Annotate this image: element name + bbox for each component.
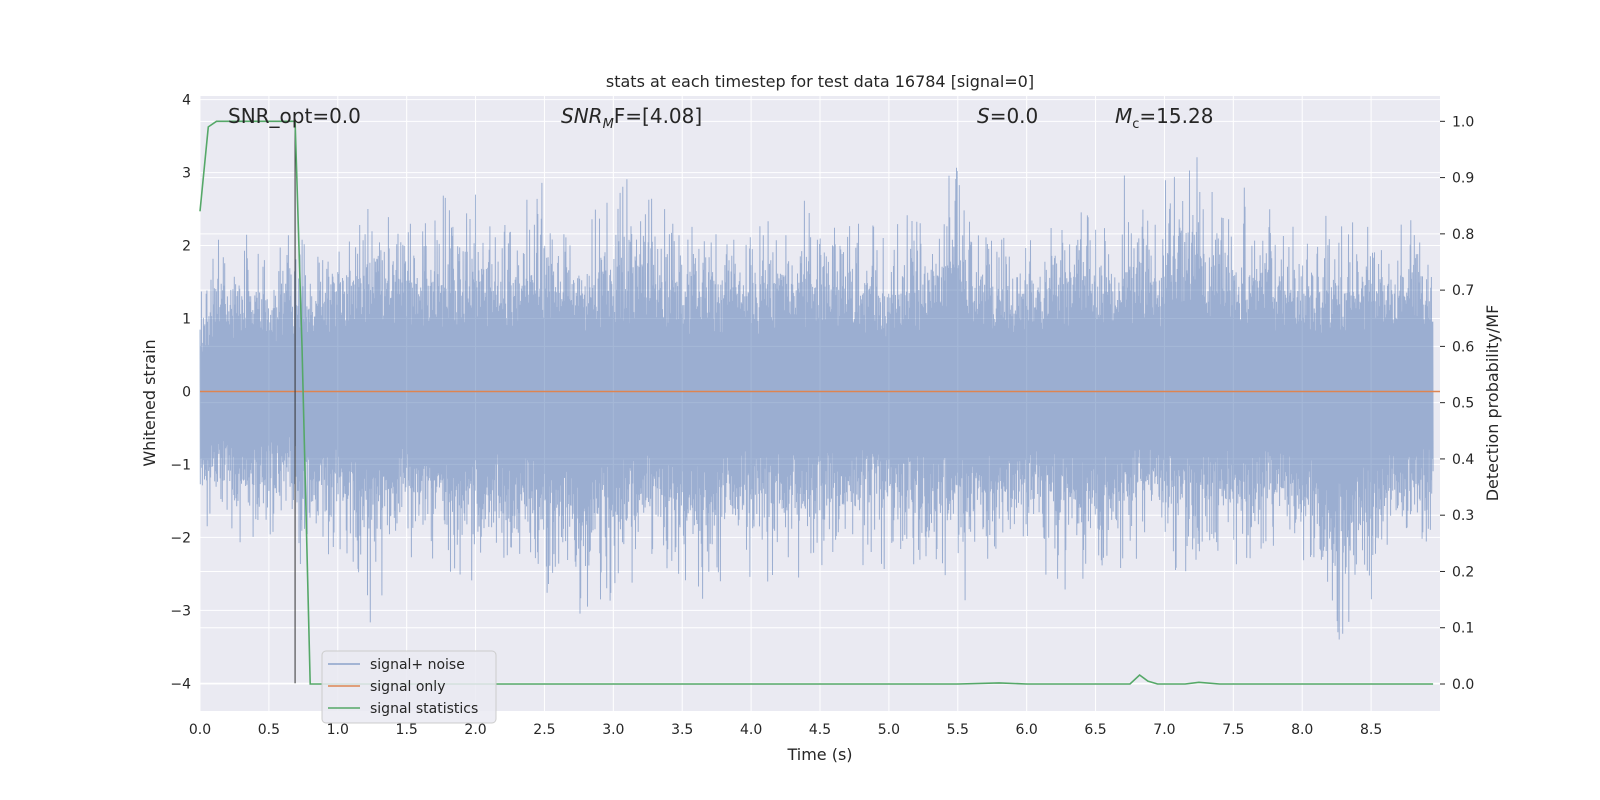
x-tick-label: 6.5 xyxy=(1084,722,1106,738)
legend-label-signal-noise: signal+ noise xyxy=(370,657,465,673)
y-right-tick-label: 0.1 xyxy=(1452,621,1474,637)
annotation-mc-rest: =15.28 xyxy=(1139,104,1213,128)
y-tick-label: −4 xyxy=(170,676,191,692)
x-tick-label: 7.0 xyxy=(1153,722,1175,738)
x-tick-label: 4.5 xyxy=(809,722,831,738)
x-tick-label: 0.0 xyxy=(189,722,211,738)
x-axis-label: Time (s) xyxy=(786,745,852,764)
y-right-tick-label: 1.0 xyxy=(1452,114,1474,130)
y-right-tick-label: 0.5 xyxy=(1452,396,1474,412)
x-tick-label: 3.0 xyxy=(602,722,624,738)
y-axis-label: Whitened strain xyxy=(140,339,159,466)
signal-statistics-line xyxy=(199,120,1434,685)
annotation-snr-opt: SNR_opt=0.0 xyxy=(228,104,361,128)
x-tick-label: 5.0 xyxy=(878,722,900,738)
y-tick-labels: 4 3 2 1 0 −1 −2 −3 −4 xyxy=(170,93,191,693)
x-tick-label: 5.5 xyxy=(947,722,969,738)
legend-label-signal-only: signal only xyxy=(370,679,445,695)
series-signal-noise xyxy=(199,157,1434,640)
legend-box xyxy=(321,650,497,724)
y-right-tick-label: 0.6 xyxy=(1452,339,1474,355)
annotation-snr-mf-base: SNR xyxy=(561,104,603,128)
y-tick-label: −3 xyxy=(170,603,191,619)
x-tick-label: 7.5 xyxy=(1222,722,1244,738)
y-right-tick-label: 0.2 xyxy=(1452,564,1474,580)
x-tick-label: 4.0 xyxy=(740,722,762,738)
signal-noise-line xyxy=(199,157,1434,640)
x-tick-label: 1.0 xyxy=(327,722,349,738)
y-right-tick-label: 0.3 xyxy=(1452,508,1474,524)
y-tick-label: 1 xyxy=(182,312,191,328)
x-tick-label: 6.0 xyxy=(1016,722,1038,738)
y-right-tick-labels: 1.0 0.9 0.8 0.7 0.6 0.5 0.4 0.3 0.2 0.1 0.0 xyxy=(1440,114,1474,693)
x-tick-label: 8.5 xyxy=(1360,722,1382,738)
x-tick-labels: 0.0 0.5 1.0 1.5 2.0 2.5 3.0 3.5 4.0 4.5 5.0 5.5 6.0 6… xyxy=(189,722,1382,738)
y-right-tick-label: 0.4 xyxy=(1452,452,1474,468)
y-right-tick-label: 0.9 xyxy=(1452,171,1474,187)
y-right-tick-label: 0.0 xyxy=(1452,677,1474,693)
annotation-snr-mf: SNRMF=[4.08] xyxy=(561,104,702,132)
y-right-tick-label: 0.8 xyxy=(1452,227,1474,243)
annotation-mc-sub: c xyxy=(1132,117,1139,132)
y-tick-label: 0 xyxy=(182,384,191,400)
chart-title: stats at each timestep for test data 167… xyxy=(606,72,1034,91)
legend-label-signal-statistics: signal statistics xyxy=(370,701,478,717)
legend: signal+ noise signal only signal statist… xyxy=(321,650,497,724)
y-tick-label: 3 xyxy=(182,166,191,182)
y-right-axis-label: Detection probability/MF xyxy=(1483,305,1502,502)
y-tick-label: 2 xyxy=(182,239,191,255)
x-tick-label: 0.5 xyxy=(258,722,280,738)
y-tick-label: 4 xyxy=(182,93,191,109)
y-right-tick-label: 0.7 xyxy=(1452,283,1474,299)
annotation-snr-mf-sub: M xyxy=(603,117,614,132)
y-tick-label: −2 xyxy=(170,530,191,546)
x-tick-label: 1.5 xyxy=(396,722,418,738)
annotation-mc-italic: M xyxy=(1115,104,1132,128)
y-tick-label: −1 xyxy=(170,457,191,473)
annotation-snr-mf-rest: F=[4.08] xyxy=(614,104,702,128)
annotation-s-rest: =0.0 xyxy=(990,104,1039,128)
x-tick-label: 2.0 xyxy=(464,722,486,738)
annotation-s: S=0.0 xyxy=(977,104,1038,128)
x-tick-label: 2.5 xyxy=(533,722,555,738)
annotation-s-italic: S xyxy=(977,104,990,128)
annotation-mc: Mc=15.28 xyxy=(1115,104,1213,132)
x-tick-label: 8.0 xyxy=(1291,722,1313,738)
series-signal-statistics xyxy=(199,120,1434,685)
x-tick-label: 3.5 xyxy=(671,722,693,738)
